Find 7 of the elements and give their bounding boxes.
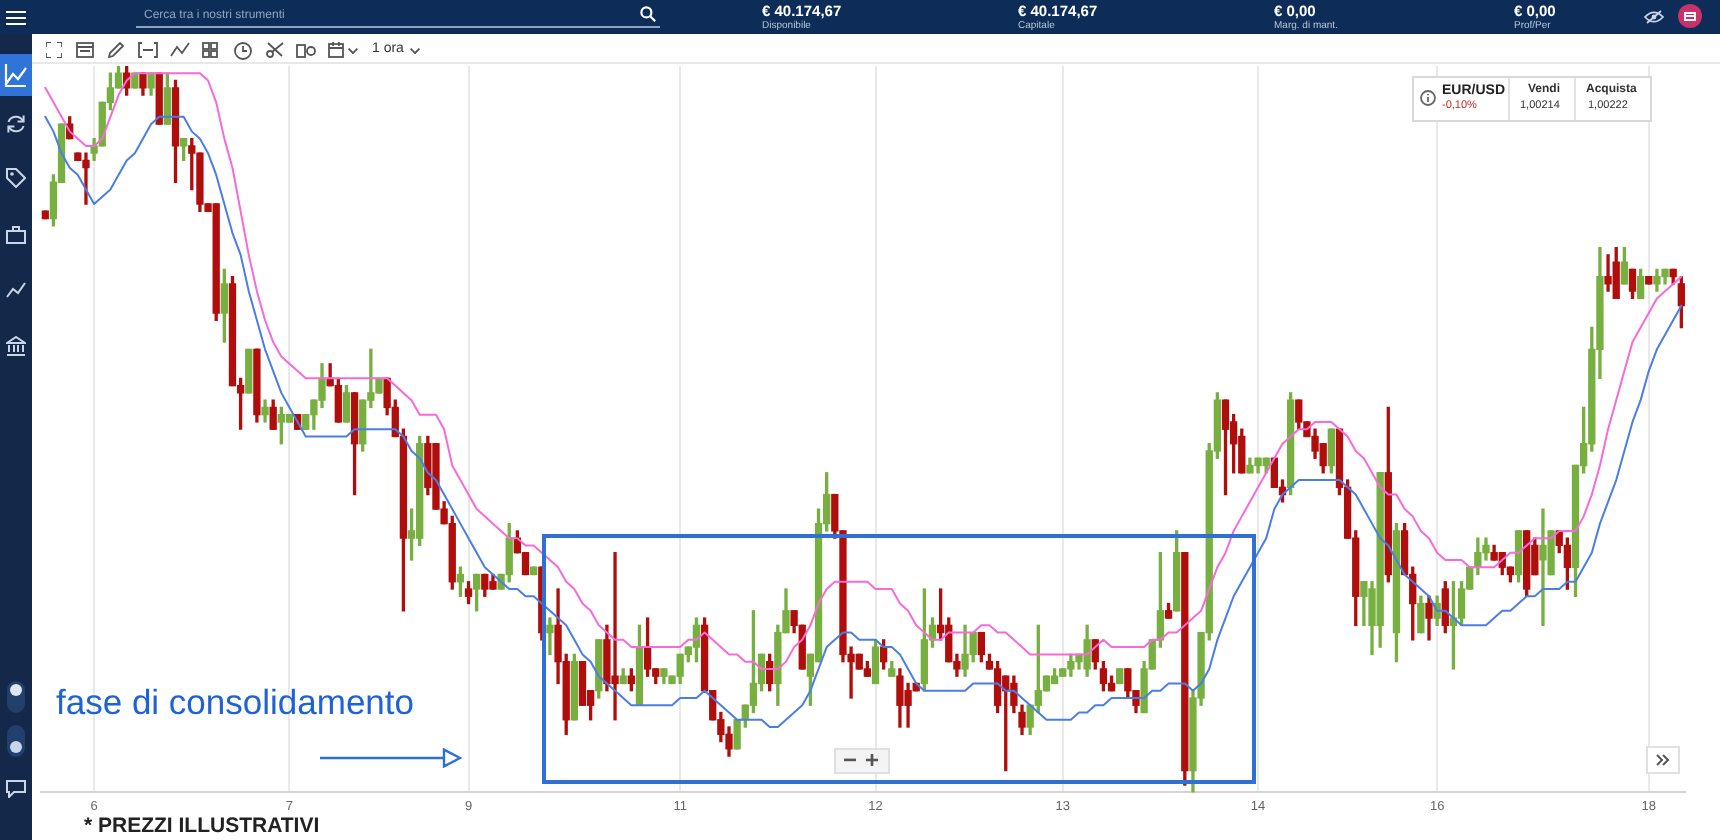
- candlestick: [611, 552, 619, 721]
- candlestick: [82, 152, 90, 205]
- candlestick: [546, 617, 554, 656]
- candlestick: [1604, 254, 1612, 292]
- candlestick: [1539, 508, 1547, 626]
- text: * PREZZI ILLUSTRATIVI: [84, 814, 320, 838]
- annotation: fase di consolidamento: [56, 682, 414, 722]
